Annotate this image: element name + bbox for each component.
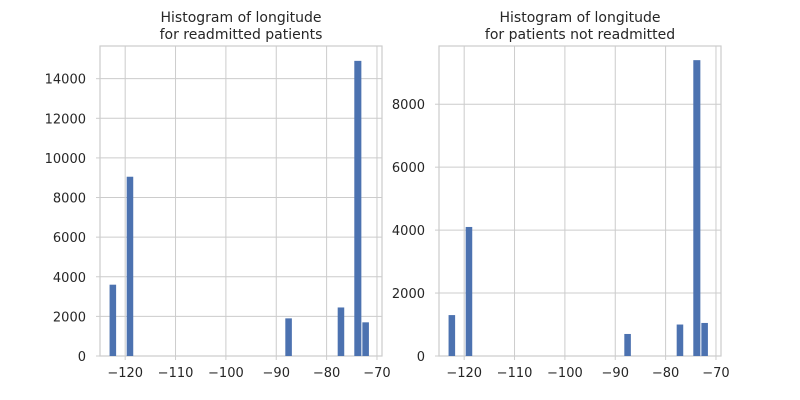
y-tick-label: 0: [78, 350, 86, 365]
y-tick-label: 6000: [392, 161, 425, 176]
y-tick-label: 14000: [45, 73, 86, 88]
x-tick-label: −80: [313, 366, 340, 381]
histogram-bar: [448, 315, 456, 356]
histogram-readmitted-panel: −120 −110 −100 −90 −80 −70 0 2000 4000 6000 8000 10…: [45, 10, 391, 381]
x-tick-label: −70: [702, 366, 729, 381]
histogram-bar: [109, 284, 117, 356]
x-tick-label: −110: [497, 366, 533, 381]
y-tick-label: 8000: [392, 98, 425, 113]
histogram-not-readmitted-panel: −120 −110 −100 −90 −80 −70 0 2000 4000 6000 8000 Hi…: [392, 10, 730, 381]
x-tick-label: −90: [602, 366, 629, 381]
plot-area: [99, 45, 383, 357]
x-tick-label: −80: [652, 366, 679, 381]
chart-title-line1: Histogram of longitude: [161, 10, 322, 26]
plot-area: [438, 45, 722, 357]
x-tick-label: −100: [547, 366, 583, 381]
y-tick-label: 2000: [53, 310, 86, 325]
x-tick-label: −100: [208, 366, 244, 381]
histogram-bar: [285, 318, 292, 356]
histogram-bar: [354, 60, 362, 356]
y-tick-label: 4000: [53, 271, 86, 286]
x-tick-label: −90: [263, 366, 290, 381]
x-tick-label: −70: [363, 366, 390, 381]
y-tick-label: 12000: [45, 112, 86, 127]
histogram-bar: [701, 322, 708, 356]
histogram-bar: [362, 322, 369, 356]
chart-title-line2: for patients not readmitted: [485, 27, 675, 43]
histogram-bar: [624, 333, 631, 356]
histogram-bar: [465, 226, 473, 356]
histogram-bar: [676, 324, 684, 356]
chart-title-line1: Histogram of longitude: [500, 10, 661, 26]
y-tick-label: 2000: [392, 287, 425, 302]
x-tick-label: −120: [446, 366, 482, 381]
y-tick-label: 6000: [53, 231, 86, 246]
histogram-bar: [693, 60, 701, 356]
y-tick-label: 4000: [392, 224, 425, 239]
histogram-bar: [337, 307, 345, 356]
x-tick-label: −110: [158, 366, 194, 381]
histogram-bar: [126, 176, 134, 356]
chart-title-line2: for readmitted patients: [160, 27, 323, 43]
y-tick-label: 8000: [53, 192, 86, 207]
y-tick-label: 10000: [45, 152, 86, 167]
x-tick-label: −120: [107, 366, 143, 381]
y-tick-label: 0: [417, 350, 425, 365]
